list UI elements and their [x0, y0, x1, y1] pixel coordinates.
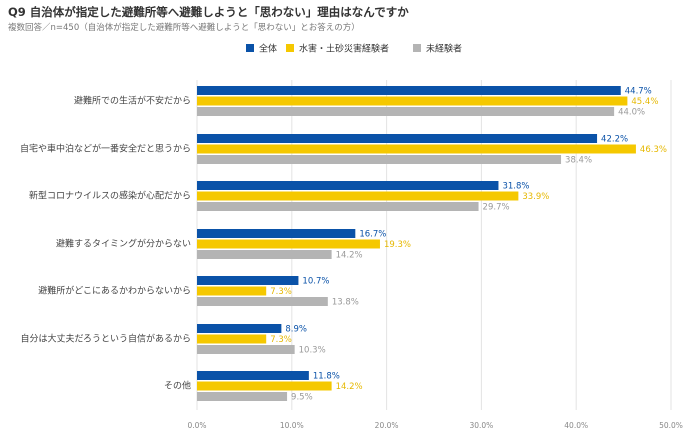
bar-1-series-2	[197, 96, 628, 106]
category-label-3: 新型コロナウイルスの感染が心配だから	[29, 190, 191, 202]
value-label-3-series-2: 33.9%	[522, 192, 549, 202]
value-label-4-series-2: 19.3%	[384, 240, 411, 250]
bar-2-series-3	[197, 155, 562, 164]
bar-4-series-1	[197, 229, 356, 238]
bar-4-series-2	[197, 239, 380, 249]
value-label-7-series-2: 14.2%	[336, 382, 363, 392]
category-label-6: 自分は大丈夫だろうという自信があるから	[21, 333, 191, 345]
bar-7-series-1	[197, 371, 309, 380]
value-label-7-series-3: 9.5%	[291, 393, 313, 403]
category-label-7: その他	[164, 380, 191, 392]
x-tick-label-1: 10.0%	[280, 421, 304, 430]
value-label-2-series-2: 46.3%	[640, 145, 667, 155]
bar-3-series-2	[197, 191, 519, 201]
x-tick-label-0: 0.0%	[187, 421, 206, 430]
chart-subtitle: 複数回答／n=450（自治体が指定した避難所等へ避難しようと「思わない」とお答え…	[8, 23, 360, 33]
legend-label-3: 未経験者	[426, 43, 462, 55]
value-label-2-series-3: 38.4%	[565, 156, 592, 166]
value-label-3-series-3: 29.7%	[483, 203, 510, 213]
bar-5-series-1	[197, 276, 299, 285]
bar-6-series-2	[197, 334, 267, 344]
value-label-1-series-1: 44.7%	[625, 87, 652, 97]
bar-3-series-3	[197, 202, 479, 211]
value-label-5-series-2: 7.3%	[270, 287, 292, 297]
x-tick-label-4: 40.0%	[564, 421, 588, 430]
bar-2-series-2	[197, 144, 636, 154]
bar-7-series-3	[197, 392, 288, 401]
value-label-7-series-1: 11.8%	[313, 372, 340, 382]
chart-title: Q9 自治体が指定した避難所等へ避難しようと「思わない」理由はなんですか	[8, 5, 409, 19]
bar-4-series-3	[197, 250, 332, 259]
legend: 全体 水害・土砂災害経験者 未経験者	[246, 43, 462, 55]
bar-5-series-2	[197, 286, 267, 296]
value-label-4-series-3: 14.2%	[336, 251, 363, 261]
bar-6-series-3	[197, 345, 295, 354]
bar-1-series-1	[197, 86, 621, 95]
category-label-1: 避難所での生活が不安だから	[74, 95, 191, 107]
legend-swatch-3	[413, 44, 421, 52]
value-label-5-series-3: 13.8%	[332, 298, 359, 308]
bars: 44.7%45.4%44.0% 42.2% 46.3% 38.4% 31.8%33.9%…	[197, 86, 667, 403]
x-tick-label-2: 20.0%	[375, 421, 399, 430]
legend-swatch-2	[286, 44, 294, 52]
value-label-1-series-2: 45.4%	[631, 97, 658, 107]
bar-1-series-3	[197, 107, 615, 116]
x-tick-label-5: 50.0%	[659, 421, 683, 430]
x-axis-ticks: 0.0% 10.0% 20.0% 30.0% 40.0% 50.0%	[187, 421, 682, 430]
legend-label-2: 水害・土砂災害経験者	[299, 43, 389, 55]
value-label-6-series-3: 10.3%	[299, 346, 326, 356]
category-label-2: 自宅や車中泊などが一番安全だと思うから	[20, 143, 191, 155]
x-tick-label-3: 30.0%	[469, 421, 493, 430]
value-label-5-series-1: 10.7%	[302, 277, 329, 287]
bar-3-series-1	[197, 181, 499, 190]
value-label-6-series-2: 7.3%	[270, 335, 292, 345]
category-label-5: 避難所がどこにあるかわからないから	[38, 285, 191, 297]
category-labels: 避難所での生活が不安だから自宅や車中泊などが一番安全だと思うから新型コロナウイル…	[20, 95, 191, 392]
value-label-1-series-3: 44.0%	[618, 108, 645, 118]
category-label-4: 避難するタイミングが分からない	[56, 238, 191, 250]
legend-label-1: 全体	[259, 43, 277, 55]
bar-6-series-1	[197, 324, 282, 333]
legend-swatch-1	[246, 44, 254, 52]
value-label-4-series-1: 16.7%	[359, 230, 386, 240]
value-label-2-series-1: 42.2%	[601, 135, 628, 145]
bar-7-series-2	[197, 381, 332, 391]
bar-2-series-1	[197, 134, 598, 143]
value-label-3-series-1: 31.8%	[502, 182, 529, 192]
bar-5-series-3	[197, 297, 328, 306]
value-label-6-series-1: 8.9%	[285, 325, 307, 335]
